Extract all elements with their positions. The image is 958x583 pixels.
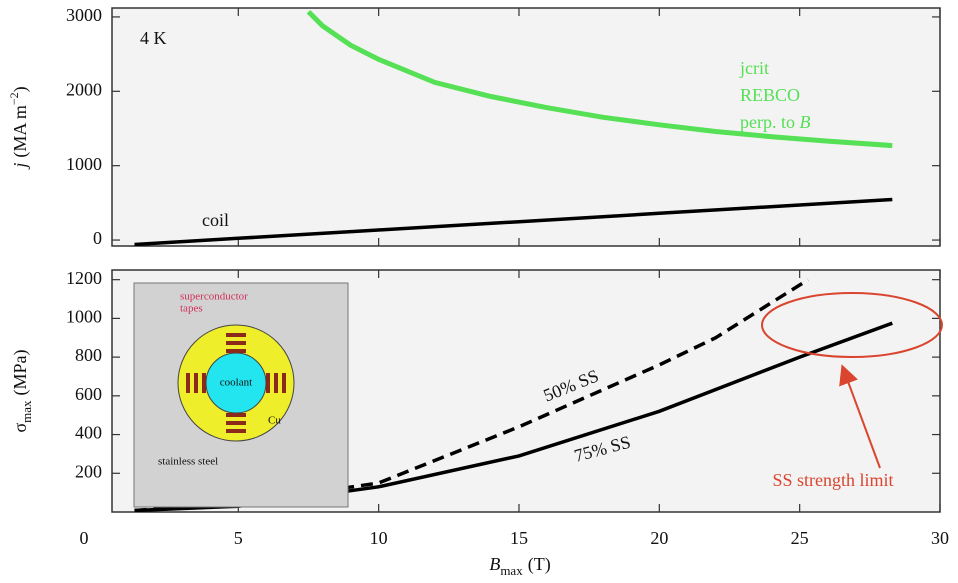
- inset-label: stainless steel: [158, 456, 218, 468]
- x-axis-label: Bmax (T): [489, 554, 550, 578]
- inset-label: superconductor: [180, 291, 248, 303]
- text: max: [19, 400, 34, 423]
- x-tick-label: 0: [79, 528, 88, 548]
- text: (MPa): [10, 349, 31, 395]
- text: ): [10, 86, 31, 92]
- x-tick-label: 20: [650, 528, 668, 548]
- text: max: [500, 563, 523, 578]
- y-tick-label: 800: [75, 345, 102, 365]
- inset: superconductor tapes coolant Cu stainles…: [134, 283, 348, 507]
- y-tick-label: 1000: [66, 307, 102, 327]
- y-tick-label: 1000: [66, 154, 102, 174]
- x-tick-label: 25: [791, 528, 809, 548]
- text: σ: [10, 423, 30, 433]
- text: B: [489, 554, 500, 574]
- text: −2: [7, 92, 21, 105]
- inset-label: coolant: [220, 377, 252, 389]
- y-tick-label: 1200: [66, 268, 102, 288]
- text: (MA m: [10, 105, 31, 158]
- y-axis-label: σmax (MPa): [10, 349, 34, 432]
- series-label: coil: [202, 210, 229, 230]
- text: (T): [528, 554, 551, 575]
- y-axis-label: j (MA m−2): [7, 86, 31, 169]
- x-tick-label: 15: [510, 528, 528, 548]
- legend-label: REBCO: [740, 85, 800, 105]
- text: perp. to: [740, 112, 799, 132]
- text: j: [10, 163, 30, 170]
- plot-area-top: [112, 8, 940, 246]
- inset-label: Cu: [268, 415, 281, 427]
- y-tick-label: 3000: [66, 5, 102, 25]
- y-tick-label: 200: [75, 461, 102, 481]
- annotation: SS strength limit: [772, 470, 893, 490]
- x-tick-label: 30: [931, 528, 949, 548]
- x-tick-label: 10: [370, 528, 388, 548]
- x-tick-label: 5: [234, 528, 243, 548]
- legend-label: jcrit: [739, 58, 769, 78]
- y-tick-label: 400: [75, 423, 102, 443]
- annotation: 4 K: [140, 28, 167, 48]
- y-tick-label: 600: [75, 384, 102, 404]
- figure: 0 1000 2000 3000 200 400 600 800 1000 1200 0 5 10 15 2…: [0, 0, 958, 583]
- y-tick-label: 2000: [66, 79, 102, 99]
- y-tick-label: 0: [93, 228, 102, 248]
- inset-label: tapes: [180, 303, 203, 315]
- text: B: [799, 112, 810, 132]
- legend-label: perp. to B: [740, 112, 810, 132]
